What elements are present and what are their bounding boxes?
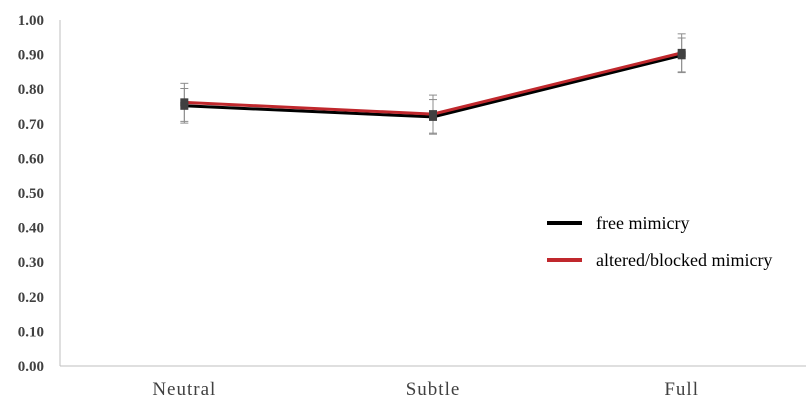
data-markers [180,48,686,121]
y-tick-label: 1.00 [18,13,44,29]
y-tick-label: 0.10 [18,324,44,340]
y-tick-label: 0.70 [18,117,44,133]
y-axis-ticks: 0.00 0.10 0.20 0.30 0.40 0.50 0.60 0.70 0.80 0.90… [18,13,44,375]
y-tick-label: 0.50 [18,186,44,202]
legend-item: altered/blocked mimicry [547,250,772,270]
y-tick-label: 0.90 [18,48,44,64]
x-axis-ticks: Neutral Subtle Full [152,379,699,400]
x-tick-label: Full [664,379,699,400]
y-tick-label: 0.40 [18,221,44,237]
legend: free mimicry altered/blocked mimicry [547,213,772,270]
x-tick-label: Subtle [406,379,461,400]
x-tick-label: Neutral [152,379,216,400]
y-tick-label: 0.80 [18,82,44,98]
legend-item: free mimicry [547,213,689,233]
data-point-marker [180,98,189,107]
data-point-marker [677,48,686,57]
y-tick-label: 0.30 [18,255,44,271]
legend-label: free mimicry [596,213,689,233]
data-point-marker [429,110,437,119]
y-tick-label: 0.00 [18,359,44,375]
axes [59,20,806,367]
y-tick-label: 0.60 [18,151,44,167]
legend-label: altered/blocked mimicry [596,250,772,270]
y-tick-label: 0.20 [18,290,44,306]
